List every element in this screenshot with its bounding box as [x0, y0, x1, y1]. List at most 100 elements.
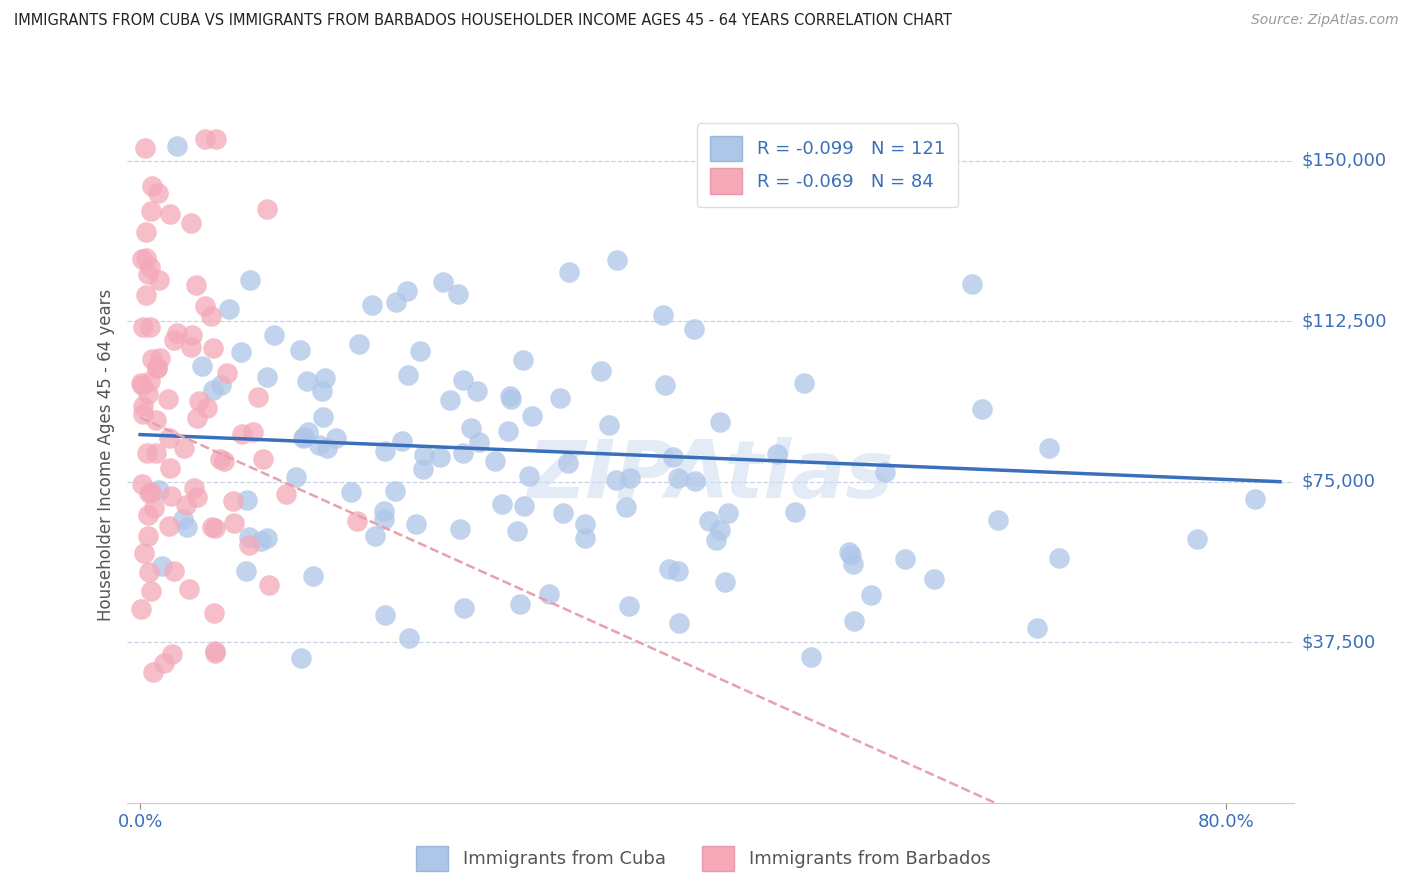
Point: [180, 216, 202, 230]
Point: [709, 416, 731, 430]
Point: [139, 374, 162, 388]
Point: [960, 277, 983, 291]
Point: [191, 359, 214, 373]
Point: [574, 532, 596, 546]
Point: [146, 360, 169, 375]
Text: $37,500: $37,500: [1302, 633, 1376, 651]
Point: [202, 341, 225, 355]
Point: [224, 516, 246, 530]
Point: [800, 650, 823, 665]
Point: [449, 522, 471, 536]
Point: [212, 454, 235, 468]
Point: [141, 351, 163, 366]
Point: [131, 399, 153, 413]
Point: [765, 447, 787, 461]
Point: [131, 377, 153, 392]
Point: [666, 470, 689, 484]
Point: [238, 538, 260, 552]
Point: [668, 615, 690, 630]
Point: [538, 587, 561, 601]
Point: [396, 368, 419, 382]
Point: [274, 487, 297, 501]
Point: [292, 430, 315, 444]
Point: [193, 299, 215, 313]
Point: [181, 327, 204, 342]
Point: [496, 424, 519, 438]
Point: [446, 287, 468, 301]
Text: IMMIGRANTS FROM CUBA VS IMMIGRANTS FROM BARBADOS HOUSEHOLDER INCOME AGES 45 - 64: IMMIGRANTS FROM CUBA VS IMMIGRANTS FROM …: [14, 13, 952, 29]
Point: [709, 524, 731, 538]
Point: [131, 252, 153, 266]
Point: [159, 207, 181, 221]
Point: [179, 582, 201, 597]
Legend: Immigrants from Cuba, Immigrants from Barbados: Immigrants from Cuba, Immigrants from Ba…: [408, 838, 998, 879]
Point: [429, 450, 451, 464]
Point: [257, 577, 280, 591]
Point: [505, 524, 527, 539]
Point: [163, 564, 186, 578]
Point: [460, 421, 482, 435]
Point: [838, 545, 860, 559]
Point: [598, 417, 620, 432]
Point: [183, 481, 205, 495]
Point: [894, 552, 917, 566]
Point: [163, 333, 186, 347]
Point: [513, 500, 536, 514]
Point: [150, 558, 173, 573]
Point: [143, 501, 166, 516]
Point: [439, 392, 461, 407]
Point: [619, 471, 641, 485]
Point: [682, 322, 704, 336]
Point: [308, 438, 330, 452]
Point: [785, 505, 807, 519]
Point: [202, 384, 225, 398]
Point: [173, 441, 195, 455]
Point: [252, 451, 274, 466]
Point: [135, 225, 157, 239]
Point: [235, 564, 257, 578]
Point: [200, 520, 222, 534]
Point: [136, 508, 159, 522]
Point: [138, 486, 160, 500]
Point: [200, 309, 222, 323]
Point: [548, 391, 571, 405]
Point: [499, 389, 522, 403]
Point: [841, 557, 863, 571]
Text: ZIPAtlas: ZIPAtlas: [527, 437, 893, 515]
Point: [135, 251, 157, 265]
Point: [136, 267, 159, 281]
Point: [1243, 491, 1265, 506]
Text: $75,000: $75,000: [1302, 473, 1376, 491]
Point: [364, 529, 387, 543]
Point: [339, 484, 361, 499]
Point: [614, 500, 637, 514]
Point: [360, 298, 382, 312]
Point: [134, 141, 156, 155]
Point: [231, 344, 253, 359]
Point: [204, 521, 226, 535]
Point: [194, 132, 217, 146]
Text: $150,000: $150,000: [1302, 152, 1386, 169]
Point: [297, 425, 319, 439]
Point: [841, 548, 863, 562]
Point: [574, 517, 596, 532]
Point: [970, 401, 993, 416]
Point: [859, 588, 882, 602]
Point: [662, 450, 685, 465]
Point: [236, 493, 259, 508]
Point: [499, 392, 522, 406]
Point: [301, 568, 323, 582]
Point: [517, 469, 540, 483]
Point: [142, 665, 165, 679]
Point: [1026, 621, 1049, 635]
Point: [589, 363, 612, 377]
Point: [145, 413, 167, 427]
Point: [184, 277, 207, 292]
Point: [453, 601, 475, 615]
Point: [136, 445, 159, 459]
Point: [134, 546, 156, 560]
Point: [713, 574, 735, 589]
Point: [141, 179, 163, 194]
Point: [465, 384, 488, 398]
Point: [512, 353, 534, 368]
